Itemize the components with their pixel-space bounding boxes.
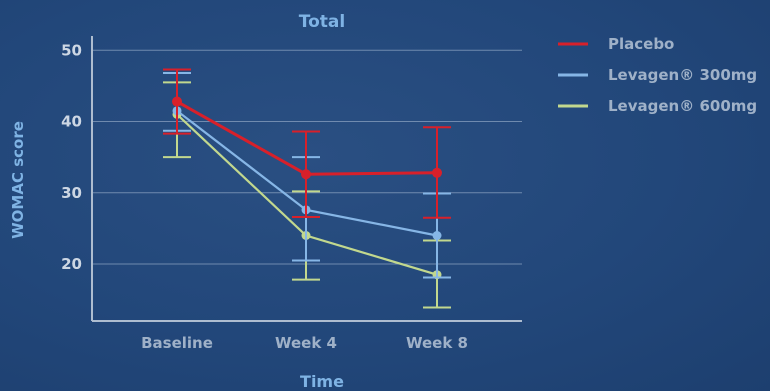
data-point bbox=[301, 169, 311, 180]
legend-label: Placebo bbox=[608, 35, 674, 53]
x-tick-label: Baseline bbox=[141, 334, 213, 352]
series-0 bbox=[163, 68, 451, 219]
y-tick-label: 40 bbox=[61, 113, 82, 131]
legend-label: Levagen® 600mg bbox=[608, 97, 757, 115]
tick-labels: 20 30 40 50 Baseline Week 4 Week 8 bbox=[61, 41, 468, 352]
x-axis-label: Time bbox=[300, 372, 344, 391]
series bbox=[163, 68, 451, 309]
data-point bbox=[172, 96, 182, 107]
legend: Placebo Levagen® 300mg Levagen® 600mg bbox=[558, 35, 757, 115]
legend-label: Levagen® 300mg bbox=[608, 66, 757, 84]
data-point bbox=[432, 167, 442, 178]
data-point bbox=[432, 231, 442, 240]
chart-title: Total bbox=[299, 12, 345, 32]
y-axis-label: WOMAC score bbox=[9, 121, 27, 239]
axes bbox=[91, 36, 522, 322]
x-tick-label: Week 4 bbox=[275, 334, 337, 352]
x-tick-label: Week 8 bbox=[406, 334, 468, 352]
y-tick-label: 20 bbox=[61, 255, 82, 273]
y-tick-label: 50 bbox=[61, 41, 82, 59]
y-tick-label: 30 bbox=[61, 184, 82, 202]
